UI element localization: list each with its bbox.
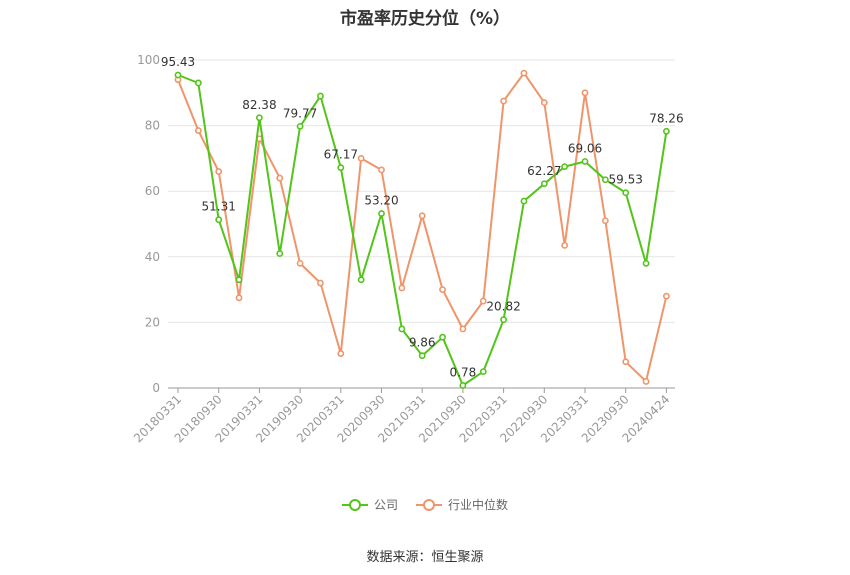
data-point-company bbox=[378, 210, 385, 217]
data-point-company bbox=[642, 259, 650, 267]
data-label: 53.20 bbox=[364, 194, 398, 208]
data-point-industry-median bbox=[642, 378, 650, 385]
data-point-company bbox=[235, 276, 243, 284]
data-label: 82.38 bbox=[242, 98, 276, 112]
data-point-company bbox=[174, 71, 182, 79]
data-label: 20.82 bbox=[486, 300, 520, 314]
data-point-industry-median bbox=[317, 279, 324, 287]
data-point-company bbox=[255, 114, 263, 122]
data-point-industry-median bbox=[520, 69, 528, 77]
data-point-industry-median bbox=[235, 294, 243, 302]
data-point-industry-median bbox=[276, 174, 284, 182]
data-point-industry-median bbox=[418, 212, 426, 220]
y-tick-label: 40 bbox=[145, 250, 160, 264]
data-label: 79.77 bbox=[283, 106, 317, 120]
data-point-company bbox=[581, 158, 589, 165]
chart-title: 市盈率历史分位（%） bbox=[339, 9, 511, 29]
data-point-company bbox=[398, 325, 406, 333]
data-point-industry-median bbox=[378, 166, 385, 174]
data-point-industry-median bbox=[398, 284, 406, 292]
data-point-company bbox=[622, 189, 630, 197]
data-labels: 95.43 51.31 82.38 79.77 67.17 53.20 9.86 0.78 20… bbox=[161, 55, 684, 379]
y-axis-labels: 0 20 40 60 80 100 bbox=[137, 53, 160, 395]
data-point-company bbox=[317, 92, 324, 100]
data-label: 67.17 bbox=[324, 148, 358, 162]
data-point-company bbox=[337, 164, 345, 172]
legend-item-industry-median[interactable]: 行业中位数 bbox=[416, 496, 508, 513]
legend-swatch-industry-median bbox=[416, 498, 442, 512]
data-point-company bbox=[276, 250, 284, 257]
data-point-company bbox=[479, 368, 487, 375]
data-point-industry-median bbox=[500, 97, 507, 105]
y-tick-label: 100 bbox=[137, 53, 160, 67]
data-point-company bbox=[540, 180, 548, 188]
data-point-industry-median bbox=[337, 350, 345, 357]
data-point-industry-median bbox=[459, 325, 467, 333]
data-point-industry-median bbox=[663, 292, 670, 300]
data-point-company bbox=[194, 79, 202, 87]
data-point-company bbox=[500, 316, 507, 324]
y-tick-label: 80 bbox=[145, 119, 160, 133]
data-point-industry-median bbox=[194, 127, 202, 134]
data-point-company bbox=[439, 333, 446, 341]
data-point-industry-median bbox=[622, 358, 630, 366]
legend: 公司 行业中位数 bbox=[0, 496, 850, 513]
data-point-industry-median bbox=[479, 297, 487, 305]
data-label: 59.53 bbox=[609, 173, 643, 187]
data-point-company bbox=[561, 163, 569, 170]
data-point-company bbox=[663, 127, 670, 135]
source-note: 数据来源：恒生聚源 bbox=[366, 550, 484, 565]
data-point-industry-median bbox=[581, 89, 589, 97]
legend-label-industry-median: 行业中位数 bbox=[448, 498, 509, 512]
data-point-industry-median bbox=[561, 241, 569, 249]
data-point-company bbox=[296, 122, 304, 130]
series-layer bbox=[174, 69, 670, 389]
data-point-company bbox=[418, 352, 426, 360]
data-label: 95.43 bbox=[161, 55, 195, 69]
data-point-industry-median bbox=[601, 217, 609, 225]
legend-item-company[interactable]: 公司 bbox=[341, 496, 398, 513]
data-point-company bbox=[601, 176, 609, 184]
data-point-industry-median bbox=[296, 259, 304, 267]
data-label: 0.78 bbox=[450, 365, 477, 379]
y-tick-label: 20 bbox=[145, 315, 160, 329]
data-point-industry-median bbox=[439, 286, 446, 293]
data-point-company bbox=[520, 197, 528, 205]
data-point-industry-median bbox=[215, 168, 223, 175]
data-label: 69.06 bbox=[568, 141, 602, 155]
data-point-industry-median bbox=[357, 154, 365, 162]
legend-swatch-company bbox=[341, 498, 368, 512]
data-label: 62.27 bbox=[527, 164, 561, 178]
data-point-company bbox=[459, 382, 467, 389]
legend-label-company: 公司 bbox=[373, 498, 398, 512]
data-point-company bbox=[215, 216, 223, 224]
data-point-industry-median bbox=[540, 99, 548, 107]
y-tick-label: 60 bbox=[145, 184, 160, 198]
data-label: 78.26 bbox=[649, 111, 683, 125]
data-label: 9.86 bbox=[409, 336, 436, 350]
x-axis: 2018033120180930201903312019093020200331… bbox=[131, 387, 675, 445]
y-tick-label: 0 bbox=[152, 381, 160, 395]
data-point-company bbox=[357, 276, 365, 284]
data-label: 51.31 bbox=[202, 200, 236, 214]
